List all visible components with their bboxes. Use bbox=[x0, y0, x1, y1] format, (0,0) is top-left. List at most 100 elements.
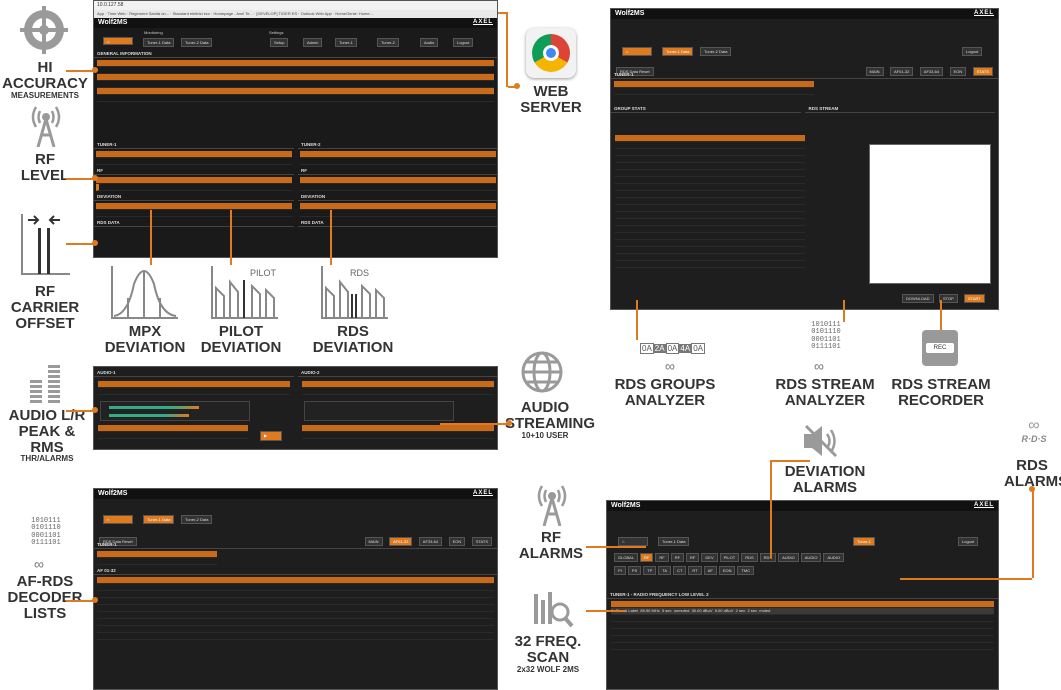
connector-dot bbox=[92, 597, 98, 603]
alarm-tab-rds[interactable]: RDS bbox=[759, 553, 777, 562]
tab-af33-64[interactable]: AF33-64 bbox=[418, 537, 443, 546]
connector-line bbox=[508, 86, 518, 88]
connector-line bbox=[498, 12, 508, 87]
alarm-tab-global[interactable]: GLOBAL bbox=[614, 553, 639, 562]
logout-button[interactable]: Logout bbox=[962, 47, 983, 56]
alarm-tab-tmc[interactable]: TMC bbox=[737, 566, 755, 575]
home-button[interactable]: ⌂ bbox=[103, 37, 133, 45]
feature-title: DEVIATION bbox=[312, 338, 394, 356]
alarm-tab-rt[interactable]: RT bbox=[688, 566, 702, 575]
feature-rds-stream-analyzer: RDS STREAM ANALYZER bbox=[770, 377, 880, 409]
alarm-tab-audio[interactable]: AUDIO bbox=[778, 553, 799, 562]
audio-button[interactable]: Audio bbox=[420, 38, 439, 47]
connector-dot bbox=[514, 83, 520, 89]
home-button[interactable]: ⌂ bbox=[103, 515, 133, 524]
af-title: AF 01-32 bbox=[94, 567, 497, 575]
url-field[interactable]: 10.0.127.58 bbox=[97, 2, 124, 8]
tab-af01-32[interactable]: AF01-32 bbox=[388, 537, 413, 546]
home-button[interactable]: ⌂ bbox=[622, 47, 652, 56]
bookmark[interactable]: Standard elettrici ecc bbox=[172, 11, 210, 16]
feature-title: DECODER bbox=[7, 588, 83, 606]
alarm-tab-rf[interactable]: RF bbox=[686, 553, 700, 562]
tab-main[interactable]: MAIN bbox=[865, 67, 884, 76]
alarm-tab-dev[interactable]: DEV bbox=[701, 553, 718, 562]
alarm-tab-audio[interactable]: AUDIO bbox=[800, 553, 822, 562]
tab-eon[interactable]: EON bbox=[448, 537, 466, 546]
tuner1-button[interactable]: Tuner-1 bbox=[335, 38, 357, 47]
setup-button[interactable]: Setup bbox=[270, 38, 289, 47]
feature-title: MPX bbox=[128, 323, 162, 340]
feature-title: RDS STREAM bbox=[891, 376, 991, 393]
logout-button[interactable]: Logout bbox=[958, 537, 979, 546]
tab-af33-64[interactable]: AF33-64 bbox=[919, 67, 944, 76]
alarm-tab-pilot[interactable]: PILOT bbox=[719, 553, 740, 562]
connector-line bbox=[66, 70, 96, 72]
app-header: Wolf2MS AXEL bbox=[94, 18, 497, 28]
tab-main[interactable]: MAIN bbox=[364, 537, 383, 546]
tab-tuner1-data[interactable]: Tuner-1 Data bbox=[143, 38, 175, 47]
alarm-tab-ta[interactable]: TA bbox=[658, 566, 672, 575]
alarm-tab-ps[interactable]: PS bbox=[627, 566, 642, 575]
alarm-tab-ct[interactable]: CT bbox=[673, 566, 687, 575]
chain-link-icon: ∞ bbox=[814, 358, 824, 374]
admin-button[interactable]: Admin bbox=[303, 38, 323, 47]
feature-rds-stream-recorder: RDS STREAM RECORDER bbox=[886, 377, 996, 409]
alarm-tab-pi[interactable]: PI bbox=[614, 566, 626, 575]
feature-title: RDS bbox=[337, 323, 369, 340]
bookmark[interactable]: [DEVELOP] TIGER ES bbox=[256, 11, 298, 16]
alarm-cell: muted bbox=[759, 608, 771, 613]
feature-title: RECORDER bbox=[898, 391, 984, 409]
feature-af-rds-decoder: AF-RDS DECODER LISTS bbox=[0, 574, 90, 621]
feature-title: 32 FREQ. bbox=[514, 633, 582, 650]
alarm-tab-audio[interactable]: AUDIO bbox=[823, 553, 845, 562]
feature-title: WEB bbox=[533, 83, 569, 100]
feature-title: DEVIATION bbox=[104, 338, 186, 356]
alarm-cell: 89.50 MHz bbox=[640, 608, 660, 613]
tuner2-button[interactable]: Tuner-2 bbox=[377, 38, 399, 47]
bookmark[interactable]: Outlook Web App bbox=[300, 11, 332, 16]
bookmark[interactable]: HomeGenie: Home... bbox=[335, 11, 373, 16]
bookmark[interactable]: Homepage - Axel Te... bbox=[213, 11, 253, 16]
connector-line bbox=[586, 546, 646, 548]
tab-tuner1-data[interactable]: Tuner-1 Data bbox=[662, 47, 694, 56]
alarm-tab-rds[interactable]: RDS bbox=[741, 553, 758, 562]
feature-rds-alarms: RDS ALARMS bbox=[1004, 458, 1061, 490]
tab-stats[interactable]: STATS bbox=[972, 67, 993, 76]
tab-tuner1-data[interactable]: Tuner-1 Data bbox=[658, 537, 690, 546]
tuner1-button[interactable]: Tuner-1 bbox=[853, 537, 875, 546]
bookmark[interactable]: Time Web bbox=[107, 11, 126, 16]
tab-eon[interactable]: EON bbox=[949, 67, 967, 76]
feature-rds-groups-analyzer: RDS GROUPS ANALYZER bbox=[610, 377, 720, 409]
tab-tuner1-data[interactable]: Tuner-1 Data bbox=[143, 515, 175, 524]
tab-tuner2-data[interactable]: Tuner-2 Data bbox=[181, 38, 213, 47]
rds-groups-chips: 0A 2A 0A 4A 0A bbox=[640, 343, 705, 354]
stop-button[interactable]: STOP bbox=[939, 294, 958, 303]
tab-tuner2-data[interactable]: Tuner-2 Data bbox=[700, 47, 732, 56]
feature-subtitle: MEASUREMENTS bbox=[10, 90, 79, 100]
feature-title: DEVIATION bbox=[784, 463, 866, 480]
alarm-tab-af[interactable]: AF bbox=[703, 566, 717, 575]
tab-stats[interactable]: STATS bbox=[471, 537, 492, 546]
rds-data-reset-button[interactable]: RDS Data Reset bbox=[616, 67, 654, 76]
rds-data-reset-button[interactable]: RDS Data Reset bbox=[99, 537, 137, 546]
download-button[interactable]: DOWNLOAD bbox=[902, 294, 934, 303]
alarm-tab-rf[interactable]: RF bbox=[655, 553, 669, 562]
logout-button[interactable]: Logout bbox=[453, 38, 474, 47]
alarm-tab-rf[interactable]: RF bbox=[670, 553, 685, 562]
app-header: Wolf2MS AXEL bbox=[611, 9, 998, 19]
tab-tuner2-data[interactable]: Tuner-2 Data bbox=[181, 515, 213, 524]
alarm-tab-eon[interactable]: EON bbox=[718, 566, 736, 575]
alarm-tab-rf[interactable]: RF bbox=[640, 553, 654, 562]
home-button[interactable]: ⌂ bbox=[618, 537, 648, 546]
tab-af01-32[interactable]: AF01-32 bbox=[889, 67, 914, 76]
stream-play-button[interactable]: ▶ bbox=[260, 431, 282, 441]
rds-data-title: RDS DATA bbox=[298, 219, 497, 227]
start-button[interactable]: START bbox=[964, 294, 985, 303]
feature-title: ALARMS bbox=[518, 544, 584, 562]
connector-dot bbox=[92, 240, 98, 246]
alarm-tab-tp[interactable]: TP bbox=[643, 566, 657, 575]
bookmark[interactable]: Regement Sanità on... bbox=[129, 11, 169, 16]
feature-title: ACCURACY bbox=[2, 74, 88, 92]
feature-subtitle: 10+10 USER bbox=[521, 430, 569, 440]
bookmark[interactable]: App bbox=[97, 11, 105, 16]
